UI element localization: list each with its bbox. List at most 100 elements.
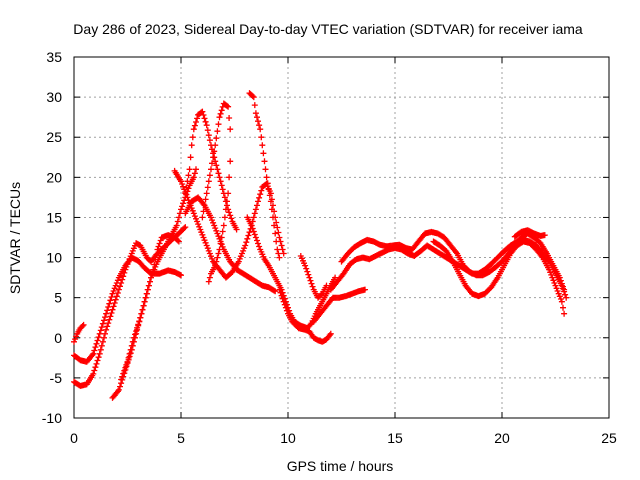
data-point-marker [125, 258, 132, 265]
data-point-marker [225, 190, 232, 197]
data-point-marker [144, 286, 151, 293]
data-point-marker [226, 209, 233, 216]
data-point-marker [139, 306, 146, 313]
data-point-marker [222, 206, 229, 213]
data-point-marker [236, 255, 243, 262]
data-point-marker [252, 110, 259, 117]
data-point-marker [148, 274, 154, 281]
data-point-marker [135, 321, 142, 328]
y-tick-label: 10 [46, 250, 62, 266]
series-arc18 [511, 227, 548, 240]
data-point-marker [120, 273, 127, 280]
data-point-marker [193, 166, 199, 173]
data-point-marker [90, 350, 97, 357]
data-point-marker [362, 286, 368, 293]
data-point-marker [277, 289, 284, 296]
data-point-marker [143, 290, 150, 297]
data-point-marker [219, 186, 226, 193]
data-point-marker [557, 277, 564, 284]
data-point-marker [180, 200, 187, 207]
data-point-marker [114, 290, 121, 296]
data-point-marker [129, 338, 136, 345]
data-point-marker [99, 338, 106, 345]
data-point-marker [189, 134, 196, 141]
data-point-marker [240, 247, 247, 254]
data-point-marker [127, 346, 134, 353]
data-point-marker [97, 346, 104, 353]
data-point-marker [549, 274, 556, 281]
data-point-marker [265, 186, 272, 193]
data-point-marker [132, 331, 138, 338]
data-point-marker [218, 234, 225, 241]
data-point-marker [118, 376, 125, 383]
y-tick-label: -5 [50, 370, 63, 386]
data-point-marker [127, 253, 134, 260]
data-point-marker [178, 272, 184, 279]
data-point-marker [309, 283, 316, 290]
data-point-marker [200, 201, 207, 208]
data-point-marker [183, 184, 190, 191]
data-point-marker [204, 127, 211, 134]
data-point-marker [203, 190, 210, 197]
data-point-marker [216, 114, 223, 121]
data-point-marker [237, 253, 244, 260]
data-point-marker [204, 245, 211, 252]
data-point-marker [182, 224, 189, 231]
data-point-marker [225, 103, 232, 110]
data-point-marker [242, 242, 249, 249]
data-point-marker [175, 214, 182, 221]
data-point-marker [453, 249, 459, 256]
data-point-marker [215, 121, 222, 128]
x-axis-label: GPS time / hours [287, 458, 394, 474]
data-point-marker [178, 206, 184, 213]
data-point-marker [145, 282, 152, 289]
data-point-marker [249, 225, 256, 232]
data-point-marker [90, 370, 97, 377]
data-point-marker [104, 307, 111, 314]
data-point-marker [251, 102, 258, 109]
data-point-marker [95, 354, 102, 361]
data-point-marker [206, 250, 213, 257]
data-point-marker [208, 270, 214, 277]
data-point-marker [102, 314, 108, 321]
data-point-marker [261, 158, 268, 165]
series-arc1 [71, 321, 87, 345]
data-point-marker [125, 354, 132, 361]
data-point-marker [126, 350, 133, 357]
data-point-marker [219, 228, 226, 235]
data-point-marker [217, 178, 224, 185]
data-point-marker [118, 280, 125, 286]
data-point-marker [178, 178, 184, 185]
data-point-marker [103, 326, 110, 333]
data-point-marker [276, 254, 283, 261]
data-point-marker [280, 298, 287, 305]
data-point-marker [191, 170, 198, 177]
data-point-marker [255, 240, 261, 247]
data-point-marker [80, 321, 87, 328]
data-point-marker [151, 261, 158, 268]
data-point-marker [128, 342, 135, 349]
data-point-marker [208, 214, 214, 221]
data-point-marker [200, 208, 207, 215]
data-point-marker [156, 240, 163, 247]
data-point-marker [202, 196, 209, 203]
series-arc6 [171, 167, 287, 281]
data-point-marker [217, 110, 224, 117]
data-point-marker [282, 304, 289, 311]
data-point-marker [215, 250, 222, 257]
data-point-marker [213, 258, 220, 265]
series-arc14 [310, 286, 368, 325]
x-tick-label: 25 [601, 430, 617, 446]
data-point-marker [218, 241, 225, 248]
chart-title: Day 286 of 2023, Sidereal Day-to-day VTE… [73, 21, 583, 37]
data-point-marker [93, 340, 100, 347]
data-point-marker [92, 344, 99, 351]
data-point-marker [280, 250, 287, 257]
data-point-marker [272, 230, 279, 237]
data-point-marker [141, 298, 148, 305]
data-point-marker [256, 243, 263, 250]
data-point-marker [241, 245, 248, 252]
data-point-marker [201, 202, 208, 209]
y-tick-label: 0 [54, 330, 62, 346]
